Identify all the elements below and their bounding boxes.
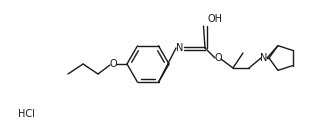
Text: OH: OH — [207, 14, 222, 24]
Text: N: N — [176, 43, 184, 53]
Text: HCl: HCl — [18, 109, 35, 119]
Text: N: N — [260, 53, 268, 63]
Text: O: O — [214, 53, 222, 63]
Text: O: O — [109, 59, 117, 69]
